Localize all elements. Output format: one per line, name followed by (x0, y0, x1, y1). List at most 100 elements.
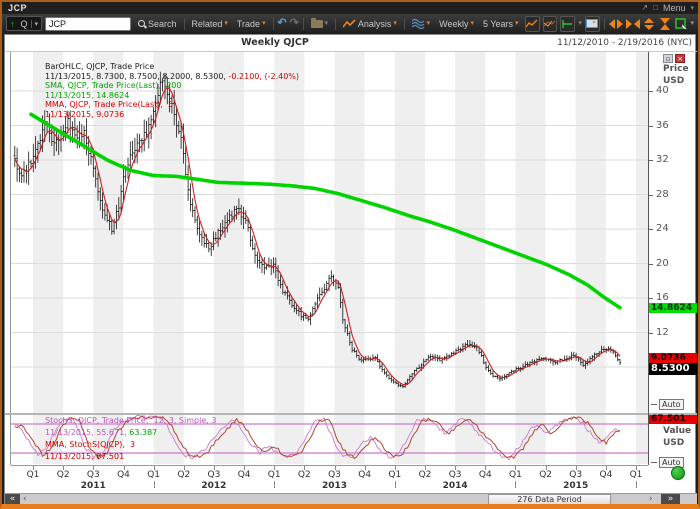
range-menu-button[interactable]: 5 Years ▾ (483, 18, 519, 29)
quarter-label: Q1 (388, 470, 402, 480)
quarter-label: Q4 (237, 470, 251, 480)
quarter-label: Q2 (177, 470, 191, 480)
arrows-apart-icon (608, 18, 623, 29)
time-scrollbar[interactable]: « ‹ 276 Data Period › » (5, 493, 697, 504)
menu-caret-icon: ▾ (690, 4, 694, 12)
contract-bar-spacing-button[interactable] (625, 17, 640, 31)
quarter-label: Q1 (508, 470, 522, 480)
axis-icon (562, 19, 572, 28)
drawing-tools-button[interactable]: ▾ (409, 18, 434, 30)
price-marker-label: 14.8624 (649, 302, 697, 313)
axis-caret-icon[interactable]: ▾ (578, 20, 582, 27)
search-icon (137, 19, 146, 28)
menu-button[interactable]: Menu (662, 3, 686, 13)
live-status-indicator (671, 466, 685, 480)
price-tick-label: 28 (656, 188, 669, 200)
legend-line: StochS, QJCP, Trade Price, 12, 3, Simple… (45, 416, 217, 425)
redo-icon[interactable]: ↷ (289, 17, 299, 29)
popout-icon[interactable]: ↗ (641, 3, 649, 12)
related-menu-button[interactable]: Related ▾ (191, 18, 228, 29)
price-tick-label: 12 (656, 326, 669, 338)
price-tick-label: 36 (656, 119, 669, 131)
main-plot[interactable] (11, 52, 648, 413)
select-region-button[interactable] (674, 17, 688, 31)
price-tick-label: 40 (656, 85, 669, 96)
legend-line: 11/13/2015, 55.671, 63.387 (45, 428, 158, 437)
chart-minimize-button[interactable]: ▫ (663, 54, 673, 63)
price-axis-auto-button[interactable]: Auto (659, 399, 684, 410)
time-axis: Q1 Q2 Q3 Q4 Q1 Q2 Q3 Q4 Q1 Q2 Q3 Q4 Q1 Q2 Q3 Q4 Q1 Q2 Q3 Q4… (5, 465, 697, 493)
snapshot-button[interactable] (584, 15, 600, 32)
symbol-input[interactable] (45, 16, 132, 31)
toolbar-collapse-icon[interactable]: ▾ (690, 20, 695, 27)
chart-style-button[interactable] (524, 15, 540, 32)
trade-menu-button[interactable]: Trade ▾ (236, 18, 266, 29)
legend-line: 11/13/2015, 9.0736 (45, 109, 125, 119)
price-tick-label: 32 (656, 154, 669, 165)
symbol-up-icon: ↑ (10, 18, 15, 29)
symbol-type-combo[interactable]: ↑ Q ▾ (6, 16, 43, 31)
analysis-caret-icon: ▾ (393, 20, 397, 27)
arrows-updown-icon (644, 17, 655, 30)
quarter-label: Q4 (599, 470, 613, 480)
price-marker-label: 8.5300 (649, 362, 697, 375)
waves-icon (411, 18, 425, 29)
quarter-label: Q4 (358, 470, 372, 480)
year-label: 2015 (563, 481, 589, 491)
interval-menu-button[interactable]: Weekly ▾ (439, 18, 474, 29)
quarter-label: Q3 (86, 470, 100, 480)
panel-divider[interactable] (5, 413, 697, 415)
price-axis-unit: USD (663, 76, 685, 86)
quarter-label: Q3 (207, 470, 221, 480)
scroll-left-button[interactable]: ‹ (23, 494, 27, 504)
legend-line: 11/13/2015, 8.7300, 8.7500, 8.2000, 8.53… (45, 71, 300, 81)
value-axis-title: Value (663, 426, 692, 436)
scroll-far-right-button[interactable]: » (661, 494, 680, 504)
scroll-right-button[interactable]: › (649, 494, 653, 504)
search-button[interactable]: Search (134, 18, 180, 30)
stochastic-plot[interactable] (11, 415, 648, 464)
scroll-far-left-button[interactable]: « (5, 494, 20, 504)
chart-title: Weekly QJCP (241, 37, 309, 48)
quarter-label: Q3 (569, 470, 583, 480)
symbol-combo-caret-icon[interactable]: ▾ (30, 19, 42, 28)
related-caret-icon: ▾ (224, 20, 228, 27)
line-chart-icon (526, 19, 538, 28)
legend-line: MMA, StochS(QJCP), 3 (45, 440, 136, 449)
value-axis-auto-button[interactable]: Auto (659, 457, 684, 468)
interval-caret-icon: ▾ (470, 20, 474, 27)
hourglass-icon (660, 17, 671, 30)
undo-icon[interactable]: ↶ (277, 17, 287, 29)
price-tick-label: 24 (656, 223, 669, 234)
price-axis: Price USD Auto 67.501 Value USD Auto 40 3… (648, 52, 697, 468)
quarter-label: Q2 (418, 470, 432, 480)
range-caret-icon: ▾ (515, 20, 519, 27)
expand-vertical-button[interactable] (643, 17, 656, 31)
analysis-menu-button[interactable]: Analysis ▾ (340, 18, 400, 30)
expand-bar-spacing-button[interactable] (608, 17, 623, 31)
axis-settings-button[interactable] (560, 15, 576, 32)
quarter-label: Q1 (26, 470, 40, 480)
compress-vertical-button[interactable] (659, 17, 672, 31)
window-icon[interactable]: □ (653, 3, 658, 12)
price-tick-label: 20 (656, 257, 669, 269)
chart-close-button[interactable]: × (675, 54, 685, 63)
title-bar: JCP ↗ □ Menu ▾ (2, 2, 698, 14)
folder-icon (310, 17, 323, 28)
price-tick-label: 16 (656, 292, 669, 303)
year-label: 2012 (201, 481, 227, 491)
window-title: JCP (8, 3, 28, 13)
quarter-label: Q1 (629, 470, 643, 480)
image-icon (586, 19, 599, 28)
data-period-button[interactable]: 276 Data Period (488, 494, 611, 504)
chart-window: Weekly QJCP 11/12/2010 - 2/19/2016 (NYC)… (4, 34, 697, 504)
quarter-label: Q3 (448, 470, 462, 480)
quarter-label: Q2 (539, 470, 552, 480)
quarter-label: Q3 (328, 470, 341, 480)
chart-header: Weekly QJCP 11/12/2010 - 2/19/2016 (NYC) (5, 35, 697, 52)
legend-line: 11/13/2015, 67.501 (45, 452, 125, 461)
open-layout-button[interactable]: ▾ (308, 17, 332, 29)
stochastic-last-value-label: 67.501 (649, 415, 697, 424)
chart-compare-button[interactable] (542, 15, 558, 32)
